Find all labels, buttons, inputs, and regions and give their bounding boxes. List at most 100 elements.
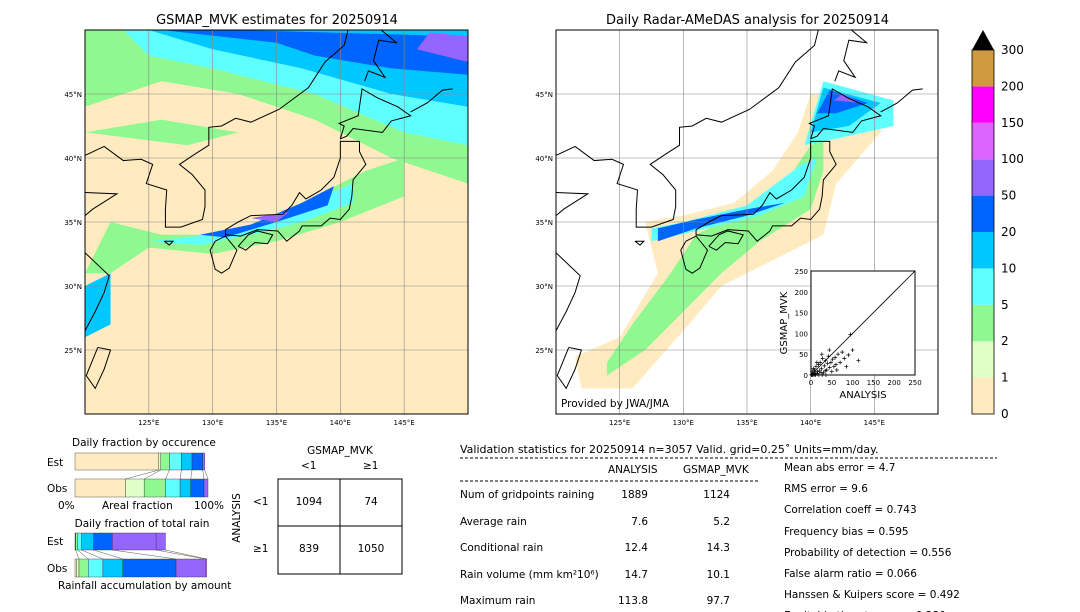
contingency-col-ge1: ≥1	[363, 460, 379, 472]
lat-tick-label: 45°N	[64, 91, 82, 99]
scatter-point	[833, 362, 838, 367]
scatter-point	[812, 372, 817, 377]
connector-line	[165, 469, 170, 480]
colorbar-tick-label: 1	[1001, 371, 1009, 385]
lon-tick-label: 130°E	[202, 419, 223, 427]
occ-tick-0: 0%	[58, 500, 75, 512]
lon-tick-label: 140°E	[330, 419, 351, 427]
coastline	[85, 252, 110, 332]
coastline	[808, 88, 882, 140]
colorbar-tick-label: 100	[1001, 152, 1024, 166]
stats-col-gsmap: GSMAP_MVK	[683, 464, 749, 476]
scatter-y-tick: 0	[804, 372, 808, 380]
stats-score: Hanssen & Kuipers score = 0.492	[784, 589, 960, 602]
scatter-point	[830, 357, 835, 362]
connector-line	[125, 469, 159, 480]
colorbar-tick-label: 50	[1001, 189, 1016, 203]
colorbar-segment	[972, 195, 994, 232]
stats-score: Mean abs error = 4.7	[784, 462, 896, 474]
connector-line	[202, 469, 205, 480]
occurrence-est-segment	[160, 452, 170, 471]
map1-title: GSMAP_MVK estimates for 20250914	[156, 13, 398, 28]
contingency-table	[277, 478, 403, 575]
rain-est-segment	[155, 532, 166, 551]
scatter-ylabel: GSMAP_MVK	[779, 291, 790, 354]
colorbar-tick-label: 5	[1001, 298, 1009, 312]
stats-analysis-value: 14.7	[624, 568, 648, 581]
colorbar-segment	[972, 341, 994, 378]
scatter-x-tick: 100	[846, 379, 859, 387]
scatter-x-tick: 0	[809, 379, 813, 387]
scatter-point	[828, 360, 833, 365]
stats-analysis-value: 113.8	[617, 595, 648, 607]
colorbar-segment	[972, 377, 994, 414]
colorbar-segment	[972, 50, 994, 87]
rain-est-segment	[112, 532, 157, 551]
map-frame	[84, 29, 469, 415]
colorbar-tick-label: 10	[1001, 261, 1016, 275]
scatter-point	[827, 348, 832, 353]
scatter-inset: 00 50 50 100 100 150 150 200 200 250 250 ANALYSIS GS…	[779, 268, 922, 401]
stats-analysis-value: 7.6	[631, 515, 648, 528]
coastline	[556, 192, 590, 216]
scatter-point	[820, 373, 825, 377]
lon-tick-label: 125°E	[138, 419, 159, 427]
rain-area	[85, 158, 405, 274]
colorbar-segment	[972, 304, 994, 342]
occurrence-est-segment	[158, 452, 161, 471]
rain-area	[416, 32, 468, 62]
scatter-x-tick: 250	[908, 379, 921, 387]
lon-tick-label: 145°E	[394, 419, 415, 427]
occurrence-obs-segment	[190, 478, 205, 498]
occ-obs-label: Obs	[47, 483, 68, 495]
coastline	[680, 235, 709, 274]
stats-row-label: Rain volume (mm km²10⁶)	[460, 568, 599, 581]
stats-score: False alarm ratio = 0.066	[784, 568, 917, 580]
rain-title: Daily fraction of total rain	[74, 518, 210, 530]
coastline	[834, 30, 869, 82]
colorbar-segment	[972, 122, 994, 160]
rain-xlabel: Rainfall accumulation by amount	[58, 580, 232, 592]
colorbar-tick-label: 2	[1001, 334, 1009, 348]
scatter-point	[850, 348, 855, 353]
rain-est-label: Est	[47, 536, 64, 548]
stats-score: RMS error = 9.6	[784, 483, 868, 496]
scatter-point	[821, 370, 826, 375]
scatter-point	[826, 354, 831, 359]
lon-tick-label: 145°E	[864, 419, 885, 427]
lon-tick-label: 140°E	[800, 419, 821, 427]
scatter-point	[815, 369, 820, 374]
scatter-xlabel: ANALYSIS	[839, 390, 886, 401]
lat-tick-label: 25°N	[64, 347, 82, 355]
scatter-point	[844, 364, 849, 369]
lat-tick-label: 30°N	[535, 283, 553, 291]
occ-title: Daily fraction by occurence	[72, 437, 216, 449]
coastline	[337, 88, 412, 140]
scatter-y-tick: 50	[799, 351, 808, 359]
lon-tick-label: 125°E	[609, 419, 630, 427]
stats-gsmap-value: 97.7	[706, 595, 730, 607]
scatter-point	[818, 370, 823, 375]
colorbar-segment	[972, 86, 994, 123]
stats-gsmap-value: 14.3	[706, 542, 730, 554]
coastline	[224, 140, 367, 242]
scatter-point	[827, 365, 832, 370]
occurrence-obs-segment	[179, 478, 191, 498]
map-content	[85, 30, 468, 414]
colorbar-segment	[972, 232, 994, 269]
connector-line	[144, 469, 161, 480]
cell-00: 1094	[295, 496, 323, 508]
rain-est-segment	[93, 532, 113, 551]
scatter-point	[819, 366, 824, 371]
lat-tick-label: 30°N	[64, 283, 82, 291]
colorbar-over-arrow	[972, 30, 994, 50]
lat-tick-label: 35°N	[64, 219, 82, 227]
coastline	[85, 30, 349, 228]
scatter-point	[822, 363, 827, 368]
rain-obs-segment	[88, 558, 104, 578]
rain-obs-segment	[78, 558, 89, 578]
scatter-point	[810, 369, 815, 374]
rain-area	[199, 186, 334, 238]
